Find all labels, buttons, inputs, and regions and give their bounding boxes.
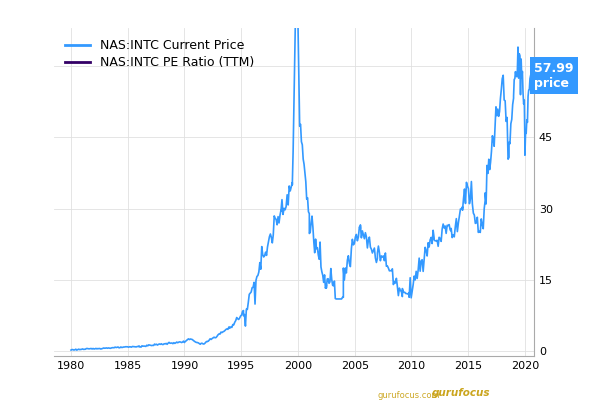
Text: gurufocus: gurufocus: [432, 388, 491, 398]
Text: gurufocus.com: gurufocus.com: [378, 391, 440, 400]
Text: 57.99
price: 57.99 price: [534, 62, 574, 90]
Legend: NAS:INTC Current Price, NAS:INTC PE Ratio (TTM): NAS:INTC Current Price, NAS:INTC PE Rati…: [60, 34, 260, 74]
